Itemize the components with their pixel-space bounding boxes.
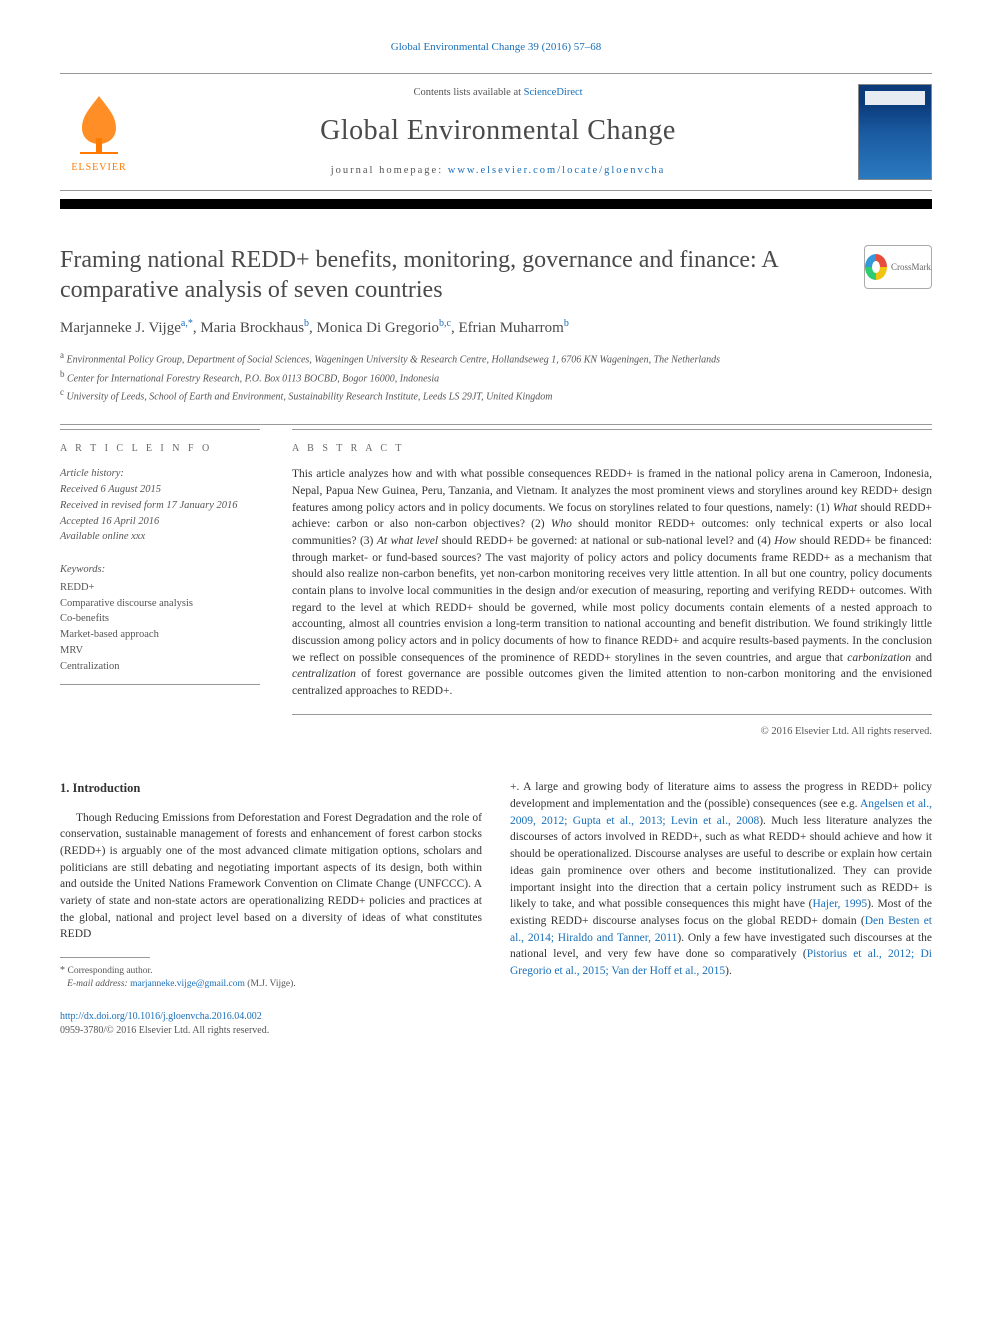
doi-link[interactable]: http://dx.doi.org/10.1016/j.gloenvcha.20…	[60, 1011, 262, 1022]
ref-link[interactable]: Den Besten et al., 2014; Hiraldo and Tan…	[510, 915, 932, 944]
abstract-copyright: © 2016 Elsevier Ltd. All rights reserved…	[292, 725, 932, 740]
corresponding-email-link[interactable]: marjanneke.vijge@gmail.com	[130, 979, 245, 989]
abstract-text: This article analyzes how and with what …	[292, 466, 932, 714]
footnote-rule	[60, 957, 150, 958]
ref-link[interactable]: Hajer, 1995	[812, 898, 867, 910]
intro-paragraph-1: Though Reducing Emissions from Deforesta…	[60, 810, 482, 943]
journal-name: Global Environmental Change	[138, 111, 858, 150]
section-1-heading: 1. Introduction	[60, 779, 482, 797]
article-info-heading: A R T I C L E I N F O	[60, 429, 260, 456]
ref-link[interactable]: Pistorius et al., 2012; Di Gregorio et a…	[510, 948, 932, 977]
issn-copyright: 0959-3780/© 2016 Elsevier Ltd. All right…	[60, 1025, 269, 1036]
crossmark-icon	[865, 254, 887, 280]
corresponding-author-footnote: * Corresponding author. E-mail address: …	[60, 964, 482, 992]
crossmark-label: CrossMark	[891, 261, 931, 274]
journal-homepage: journal homepage: www.elsevier.com/locat…	[138, 164, 858, 179]
abstract-heading: A B S T R A C T	[292, 429, 932, 456]
crossmark-badge[interactable]: CrossMark	[864, 245, 932, 289]
running-citation: Global Environmental Change 39 (2016) 57…	[60, 40, 932, 55]
affiliations: a Environmental Policy Group, Department…	[60, 349, 932, 404]
journal-homepage-link[interactable]: www.elsevier.com/locate/gloenvcha	[448, 165, 666, 176]
journal-cover-thumb	[858, 84, 932, 180]
header-divider-bar	[60, 199, 932, 209]
author-list: Marjanneke J. Vijgea,*, Maria Brockhausb…	[60, 317, 932, 339]
body-column-right: +. A large and growing body of literatur…	[510, 779, 932, 991]
body-column-left: 1. Introduction Though Reducing Emission…	[60, 779, 482, 991]
sciencedirect-link[interactable]: ScienceDirect	[524, 87, 583, 98]
elsevier-logo: ELSEVIER	[60, 88, 138, 176]
journal-header: ELSEVIER Contents lists available at Sci…	[60, 73, 932, 191]
svg-text:ELSEVIER: ELSEVIER	[71, 162, 126, 173]
article-footer: http://dx.doi.org/10.1016/j.gloenvcha.20…	[60, 1010, 932, 1038]
intro-paragraph-1-cont: +. A large and growing body of literatur…	[510, 779, 932, 979]
article-title: Framing national REDD+ benefits, monitor…	[60, 245, 864, 305]
ref-link[interactable]: Angelsen et al., 2009, 2012; Gupta et al…	[510, 798, 932, 827]
keywords-list: REDD+Comparative discourse analysisCo-be…	[60, 580, 260, 686]
contents-available: Contents lists available at ScienceDirec…	[138, 86, 858, 101]
keywords-label: Keywords:	[60, 563, 260, 578]
article-history: Article history: Received 6 August 2015R…	[60, 466, 260, 545]
